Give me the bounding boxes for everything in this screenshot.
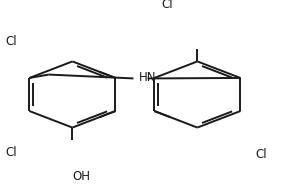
Text: Cl: Cl [6,146,17,159]
Text: OH: OH [72,170,90,183]
Text: HN: HN [139,71,157,84]
Text: Cl: Cl [256,148,267,160]
Text: Cl: Cl [162,0,173,11]
Text: Cl: Cl [6,35,17,48]
